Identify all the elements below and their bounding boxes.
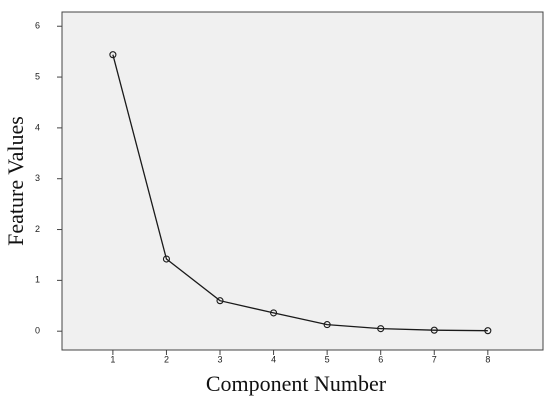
data-point bbox=[270, 309, 278, 317]
y-axis-title: Feature Values bbox=[3, 116, 28, 246]
data-point bbox=[323, 321, 331, 329]
x-tick-label: 7 bbox=[432, 354, 437, 364]
data-line bbox=[112, 54, 488, 332]
x-tick-label: 4 bbox=[271, 354, 276, 364]
plot-area bbox=[61, 11, 544, 351]
y-tick-label: 0 bbox=[35, 326, 40, 336]
x-tick-label: 6 bbox=[378, 354, 383, 364]
x-tick-label: 2 bbox=[164, 354, 169, 364]
data-point bbox=[484, 327, 492, 335]
x-tick-label: 5 bbox=[325, 354, 330, 364]
x-tick-label: 3 bbox=[218, 354, 223, 364]
data-point bbox=[430, 326, 438, 334]
x-tick-label: 8 bbox=[485, 354, 490, 364]
x-tick-label: 1 bbox=[110, 354, 115, 364]
data-point bbox=[377, 325, 385, 333]
y-tick-label: 6 bbox=[35, 21, 40, 31]
data-point bbox=[216, 297, 224, 305]
y-tick-label: 4 bbox=[35, 122, 40, 132]
data-point bbox=[162, 255, 170, 263]
y-tick-label: 1 bbox=[35, 275, 40, 285]
y-tick-label: 5 bbox=[35, 71, 40, 81]
x-axis-title: Component Number bbox=[206, 371, 387, 396]
y-tick-label: 3 bbox=[35, 173, 40, 183]
data-point bbox=[109, 51, 117, 59]
y-tick-label: 2 bbox=[35, 224, 40, 234]
plot-background bbox=[62, 12, 543, 350]
